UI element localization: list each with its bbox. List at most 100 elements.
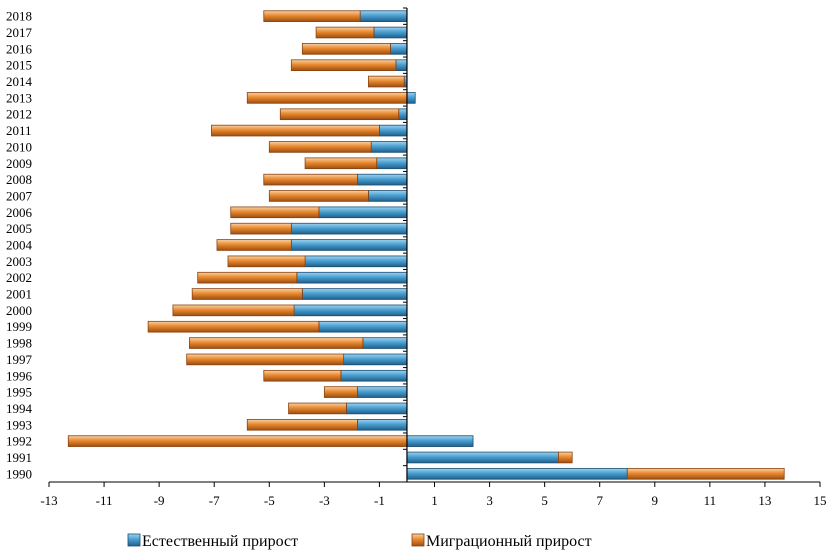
legend-label-migration: Миграционный прирост [426, 533, 592, 550]
bar-migration-2007 [268, 190, 369, 202]
bar-natural-1993 [356, 418, 408, 431]
bar-natural-2017 [373, 26, 408, 39]
category-label-2002: 2002 [6, 270, 32, 285]
category-label-2014: 2014 [6, 74, 33, 89]
category-label-2003: 2003 [6, 254, 32, 269]
bar-natural-1991 [406, 451, 559, 464]
bar-migration-2003 [227, 255, 306, 268]
x-tick-label: -11 [96, 493, 113, 508]
bar-natural-2011 [379, 124, 408, 137]
bar-migration-2018 [263, 10, 361, 22]
bar-migration-1995 [323, 386, 358, 398]
bar-migration-1997 [186, 353, 345, 366]
bar-natural-1996 [340, 369, 408, 382]
bar-natural-2010 [370, 141, 408, 153]
x-tick-label: 15 [814, 493, 827, 508]
bar-natural-2012 [398, 108, 408, 121]
category-label-1996: 1996 [6, 368, 33, 383]
bar-migration-2013 [246, 92, 408, 104]
x-tick-label: 13 [758, 493, 771, 508]
category-label-2013: 2013 [6, 90, 32, 105]
x-tick-label: 11 [704, 493, 717, 508]
category-label-2005: 2005 [6, 221, 32, 236]
bar-migration-2005 [230, 222, 292, 235]
bar-migration-2016 [301, 43, 391, 55]
category-label-2004: 2004 [6, 238, 33, 253]
legend-label-natural: Естественный прирост [142, 533, 298, 550]
category-label-2001: 2001 [6, 287, 32, 302]
bar-natural-2004 [290, 239, 408, 251]
x-tick-label: 9 [652, 493, 659, 508]
bar-migration-2017 [315, 26, 375, 39]
bar-migration-1993 [246, 418, 358, 431]
x-tick-label: 5 [541, 493, 548, 508]
category-label-2018: 2018 [6, 9, 32, 24]
bar-natural-2001 [301, 288, 408, 300]
bar-migration-1992 [67, 435, 408, 447]
x-tick-label: -7 [209, 493, 220, 508]
bar-migration-2015 [290, 59, 397, 72]
bar-migration-2009 [304, 157, 378, 170]
category-label-2012: 2012 [6, 107, 32, 122]
bar-migration-2008 [263, 173, 358, 186]
bar-migration-2002 [197, 271, 298, 284]
category-label-2011: 2011 [6, 123, 32, 138]
category-label-1992: 1992 [6, 434, 32, 449]
bar-natural-2009 [376, 157, 408, 170]
bar-natural-1998 [362, 337, 408, 349]
legend-swatch-natural [127, 533, 141, 547]
bar-natural-1992 [406, 435, 474, 447]
bar-natural-1999 [318, 320, 408, 333]
x-tick-label: -1 [374, 493, 385, 508]
bar-natural-2006 [318, 206, 408, 219]
category-label-1993: 1993 [6, 417, 32, 432]
bar-migration-1990 [626, 468, 785, 480]
bar-natural-1997 [343, 353, 408, 366]
category-label-2016: 2016 [6, 41, 33, 56]
bar-natural-2015 [395, 59, 408, 72]
x-tick-label: -13 [40, 493, 57, 508]
bar-natural-2018 [359, 10, 408, 22]
bars-layer [67, 10, 785, 480]
bar-natural-2016 [390, 43, 408, 55]
bar-natural-2005 [290, 222, 408, 235]
category-label-2006: 2006 [6, 205, 33, 220]
bar-migration-2010 [268, 141, 372, 153]
category-label-1995: 1995 [6, 385, 32, 400]
bar-natural-2013 [406, 92, 416, 104]
category-label-2007: 2007 [6, 188, 33, 203]
bar-migration-1991 [558, 451, 573, 464]
legend: Естественный прирост Миграционный прирост [127, 533, 592, 550]
bar-natural-2007 [368, 190, 408, 202]
x-tick-label: 3 [486, 493, 493, 508]
legend-swatch-migration [411, 533, 425, 547]
x-tick-label: 1 [431, 493, 438, 508]
bar-natural-2002 [296, 271, 408, 284]
bar-natural-2003 [304, 255, 408, 268]
bar-migration-1998 [189, 337, 364, 349]
bar-natural-2008 [356, 173, 408, 186]
x-tick-label: -3 [319, 493, 330, 508]
x-tick-label: 7 [596, 493, 603, 508]
category-label-2017: 2017 [6, 25, 33, 40]
bar-natural-1990 [406, 468, 628, 480]
category-label-1994: 1994 [6, 401, 33, 416]
category-label-2009: 2009 [6, 156, 32, 171]
bar-migration-2012 [279, 108, 400, 121]
x-tick-label: -9 [154, 493, 165, 508]
bar-migration-1999 [147, 320, 320, 333]
category-label-2000: 2000 [6, 303, 32, 318]
category-label-1991: 1991 [6, 450, 32, 465]
axis-layer [49, 7, 820, 483]
bar-migration-2011 [211, 124, 380, 137]
bar-migration-2014 [368, 75, 405, 88]
bar-natural-1995 [356, 386, 408, 398]
bar-natural-1994 [345, 402, 408, 415]
category-label-2015: 2015 [6, 58, 32, 73]
bar-migration-2006 [230, 206, 320, 219]
category-label-1990: 1990 [6, 466, 32, 481]
category-label-2008: 2008 [6, 172, 32, 187]
